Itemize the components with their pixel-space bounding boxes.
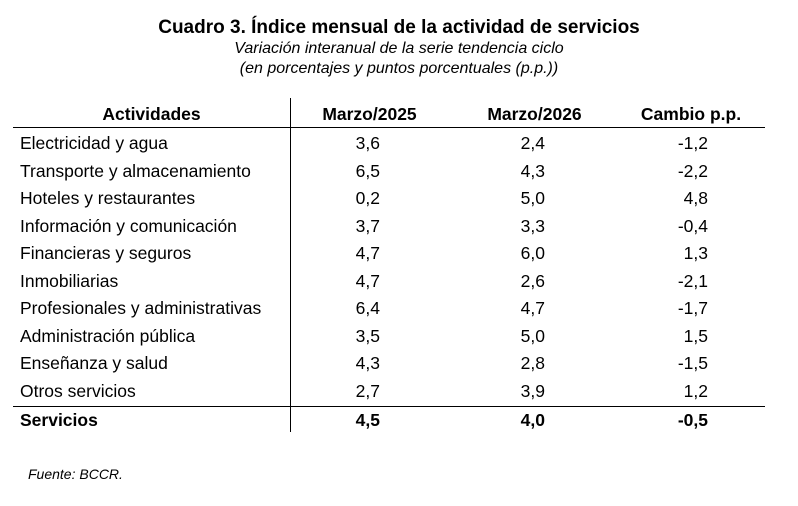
table-row: Administración pública 3,5 5,0 1,5 — [13, 323, 765, 351]
row-activity-label: Información y comunicación — [20, 215, 237, 236]
row-change: -1,2 — [677, 133, 708, 153]
row-value-2026: 2,4 — [520, 133, 545, 153]
row-value-2026: 2,6 — [520, 270, 545, 291]
row-value-2026: 4,7 — [520, 298, 545, 318]
row-change: 4,8 — [683, 188, 708, 208]
row-value-2025: 6,4 — [355, 298, 380, 318]
row-change: -2,1 — [677, 270, 708, 291]
table-row: Transporte y almacenamiento 6,5 4,3 -2,2 — [13, 158, 765, 186]
row-value-2025: 4,7 — [355, 243, 380, 263]
header-cambio: Cambio p.p. — [640, 104, 742, 124]
table-header-row: Actividades Marzo/2025 Marzo/2026 Cambio… — [13, 101, 765, 129]
table-units-note: (en porcentajes y puntos porcentuales (p… — [239, 60, 559, 77]
table-row: Información y comunicación 3,7 3,3 -0,4 — [13, 213, 765, 241]
row-value-2026: 6,0 — [520, 243, 545, 263]
row-change: -1,7 — [677, 298, 708, 318]
total-label: Servicios — [20, 410, 98, 430]
row-value-2025: 3,7 — [355, 215, 380, 236]
row-change: -0,4 — [677, 215, 708, 236]
header-marzo-2025: Marzo/2025 — [322, 104, 417, 124]
row-value-2025: 0,2 — [355, 188, 380, 208]
row-change: 1,3 — [683, 243, 708, 263]
header-marzo-2026: Marzo/2026 — [487, 104, 582, 124]
row-value-2026: 3,3 — [520, 215, 545, 236]
table-total-row: Servicios 4,5 4,0 -0,5 — [13, 407, 765, 435]
row-activity-label: Hoteles y restaurantes — [20, 188, 196, 208]
table-row: Financieras y seguros 4,7 6,0 1,3 — [13, 240, 765, 268]
row-change: 1,2 — [683, 380, 708, 401]
row-value-2026: 2,8 — [520, 353, 545, 373]
row-activity-label: Financieras y seguros — [20, 243, 192, 263]
row-activity-label: Inmobiliarias — [20, 270, 119, 291]
row-activity-label: Transporte y almacenamiento — [20, 160, 251, 181]
table-title: Cuadro 3. Índice mensual de la actividad… — [158, 17, 640, 38]
table-row: Otros servicios 2,7 3,9 1,2 — [13, 378, 765, 406]
table-row: Hoteles y restaurantes 0,2 5,0 4,8 — [13, 185, 765, 213]
row-change: 1,5 — [683, 325, 708, 346]
total-change: -0,5 — [677, 410, 708, 430]
row-change: -2,2 — [677, 160, 708, 181]
row-activity-label: Enseñanza y salud — [20, 353, 168, 373]
column-divider — [290, 98, 291, 432]
row-value-2025: 3,5 — [355, 325, 380, 346]
row-activity-label: Administración pública — [20, 325, 196, 346]
row-value-2026: 5,0 — [520, 325, 545, 346]
header-divider — [13, 127, 765, 128]
table-row: Profesionales y administrativas 6,4 4,7 … — [13, 295, 765, 323]
row-value-2025: 3,6 — [355, 133, 380, 153]
row-change: -1,5 — [677, 353, 708, 373]
row-activity-label: Profesionales y administrativas — [20, 298, 262, 318]
source-note: Fuente: BCCR. — [28, 466, 123, 482]
row-value-2025: 4,3 — [355, 353, 380, 373]
row-value-2025: 4,7 — [355, 270, 380, 291]
row-value-2026: 4,3 — [520, 160, 545, 181]
total-value-2025: 4,5 — [355, 410, 380, 430]
row-value-2026: 5,0 — [520, 188, 545, 208]
table-subtitle: Variación interanual de la serie tendenc… — [234, 40, 564, 57]
table-row: Electricidad y agua 3,6 2,4 -1,2 — [13, 130, 765, 158]
table-row: Inmobiliarias 4,7 2,6 -2,1 — [13, 268, 765, 296]
row-value-2025: 2,7 — [355, 380, 380, 401]
total-divider — [13, 406, 765, 407]
row-activity-label: Otros servicios — [20, 380, 136, 401]
row-value-2025: 6,5 — [355, 160, 380, 181]
total-value-2026: 4,0 — [520, 410, 545, 430]
header-actividades: Actividades — [102, 104, 201, 124]
row-activity-label: Electricidad y agua — [20, 133, 168, 153]
table-row: Enseñanza y salud 4,3 2,8 -1,5 — [13, 350, 765, 378]
row-value-2026: 3,9 — [520, 380, 545, 401]
